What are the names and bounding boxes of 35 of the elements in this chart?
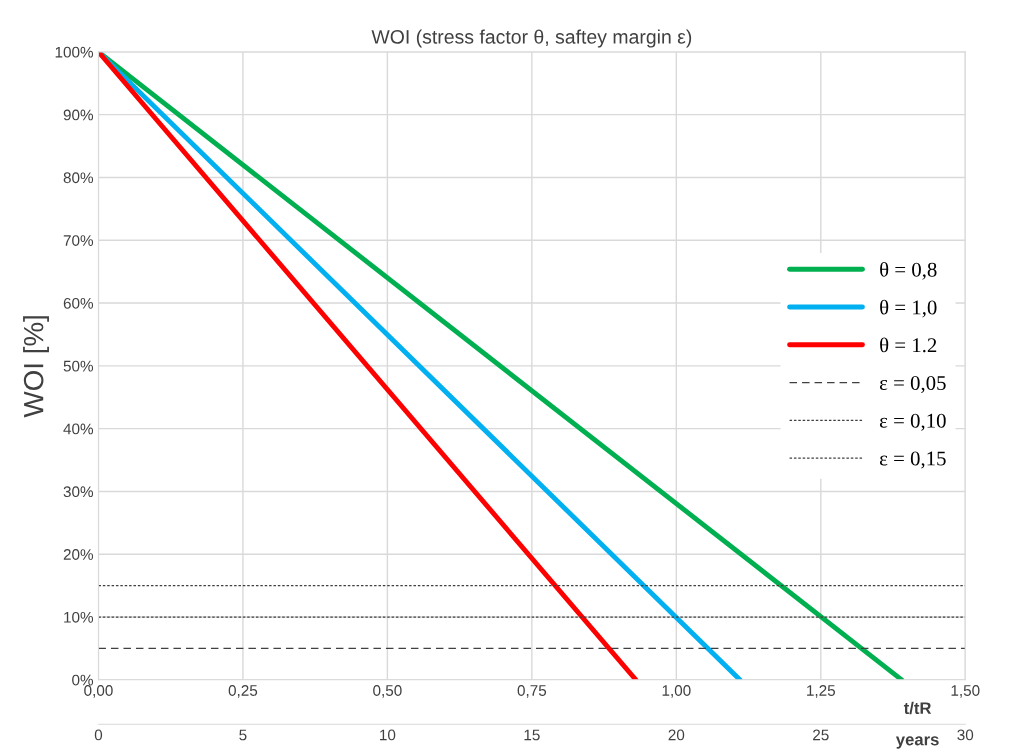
legend-label: ε = 0,05 [879, 375, 946, 394]
chart-title: WOI (stress factor θ, saftey margin ε) [371, 29, 692, 48]
y-tick-label: 100% [55, 46, 94, 58]
x-tick-label: 1,50 [951, 685, 980, 698]
x2-tick-label: 10 [380, 729, 396, 741]
y-tick-label: 70% [63, 235, 94, 246]
y-tick-label: 10% [64, 611, 94, 623]
y-tick-label: 0% [72, 674, 94, 686]
legend-label: ε = 0,15 [879, 451, 946, 469]
x2-axis-title: years [895, 736, 939, 749]
x2-tick-label: 15 [524, 729, 540, 741]
x-tick-label: 0,75 [517, 685, 547, 698]
x2-tick-label: 0 [94, 729, 103, 741]
x2-tick-label: 30 [957, 729, 974, 741]
legend-label: θ = 1,0 [880, 299, 937, 318]
x2-tick-label: 20 [668, 729, 685, 741]
y-axis-title: WOI [%] [23, 316, 49, 418]
y-tick-label: 90% [63, 109, 94, 121]
y-tick-label: 40% [63, 423, 94, 435]
x2-tick-label: 5 [239, 729, 247, 741]
y-tick-label: 20% [63, 549, 94, 560]
legend-label: θ = 0,8 [880, 261, 937, 280]
x-tick-label: 0,00 [84, 685, 113, 698]
y-tick-label: 60% [63, 297, 94, 309]
y-tick-label: 50% [63, 360, 94, 372]
y-tick-label: 80% [63, 172, 94, 184]
x-axis-title: t/tR [903, 701, 932, 715]
x-tick-label: 1,25 [807, 685, 836, 698]
legend-label: ε = 0,10 [879, 413, 946, 431]
x2-tick-label: 25 [813, 729, 829, 741]
x-tick-label: 1,00 [662, 685, 691, 698]
y-tick-label: 30% [63, 486, 94, 498]
legend-label: θ = 1.2 [880, 337, 937, 353]
x-tick-label: 0,25 [228, 685, 258, 698]
x-tick-label: 0,50 [373, 685, 402, 698]
